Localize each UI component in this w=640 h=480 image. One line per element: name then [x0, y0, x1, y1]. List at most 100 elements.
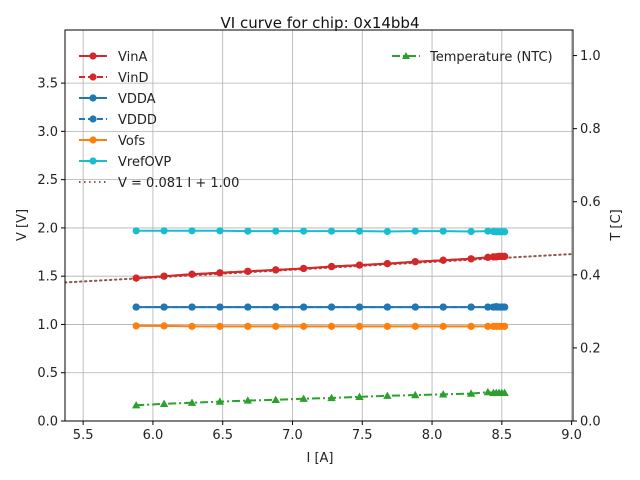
data-point [383, 391, 392, 399]
data-point [467, 255, 475, 263]
data-point [411, 303, 419, 311]
data-point [501, 303, 509, 311]
data-point [187, 398, 197, 406]
data-point [299, 394, 308, 402]
data-point [355, 322, 364, 330]
legend-marker [402, 52, 410, 59]
y-tick-label: 2.5 [37, 173, 58, 188]
data-point [216, 322, 224, 330]
legend-label: V = 0.081 I + 1.00 [118, 176, 239, 191]
y2-axis-label: T [C] [609, 209, 624, 241]
data-point [327, 227, 336, 235]
legend-label: VDDA [118, 92, 156, 107]
y-tick-label: 2.0 [37, 221, 58, 236]
data-point [383, 227, 391, 236]
data-point [383, 260, 391, 268]
data-point [411, 322, 419, 330]
legend-marker [89, 157, 97, 165]
y-tick-label: 1.5 [37, 270, 58, 285]
data-point [327, 322, 336, 330]
data-point [484, 322, 492, 330]
legend-marker [89, 115, 97, 123]
data-point [355, 261, 364, 269]
data-point [439, 227, 447, 235]
series-vind [132, 252, 509, 282]
plot-area [65, 227, 573, 409]
x-axis-label: I [A] [306, 451, 333, 466]
series-layer [65, 227, 573, 409]
x-tick-label: 7.0 [282, 428, 303, 443]
data-point [188, 303, 196, 311]
y-tick-label: 3.5 [37, 77, 58, 92]
x-tick-label: 9.0 [561, 428, 582, 443]
legend-item: VDDD [79, 113, 157, 128]
x-tick-label: 5.5 [73, 428, 94, 443]
data-point [216, 303, 224, 311]
y2-tick-label: 0.8 [580, 122, 601, 137]
data-point [272, 303, 280, 311]
data-point [327, 262, 336, 271]
data-point [272, 322, 280, 330]
data-point [327, 393, 336, 402]
data-point [484, 253, 492, 261]
data-point [272, 266, 280, 274]
plot-frame [64, 29, 574, 422]
data-point [188, 227, 196, 235]
x-tick-label: 6.5 [212, 428, 233, 443]
y-axis-label: V [V] [15, 209, 30, 241]
x-tick-label: 8.5 [491, 428, 512, 443]
data-point [467, 322, 475, 330]
data-point [501, 252, 509, 260]
data-point [160, 303, 168, 311]
data-point [483, 387, 493, 396]
data-point [215, 397, 225, 405]
data-point [467, 227, 475, 236]
data-point [188, 270, 196, 278]
series-vddd [132, 303, 509, 311]
data-point [439, 256, 447, 264]
data-point [411, 258, 419, 266]
legend-marker [89, 94, 97, 102]
data-point [439, 390, 448, 398]
data-point [216, 269, 224, 277]
data-point [355, 303, 364, 311]
y-tick-label: 0.5 [37, 366, 58, 381]
series-temperature-ntc [131, 387, 509, 409]
data-point [300, 322, 308, 330]
data-point [411, 390, 420, 399]
data-point [244, 227, 252, 235]
legend-label: VinD [118, 71, 148, 86]
data-point [300, 264, 308, 273]
legend-label: VDDD [118, 113, 157, 128]
data-point [131, 401, 141, 409]
legend-item: Temperature (NTC) [392, 50, 553, 65]
legend-item: V = 0.081 I + 1.00 [79, 176, 239, 191]
data-point [466, 389, 476, 397]
data-point [500, 388, 509, 397]
y-tick-label: 0.0 [37, 415, 58, 430]
data-point [355, 227, 364, 235]
data-point [216, 227, 224, 235]
data-point [244, 303, 252, 311]
data-point [159, 399, 169, 407]
data-point [439, 303, 447, 311]
legend-item: Vofs [79, 134, 145, 149]
data-point [383, 322, 391, 330]
data-point [484, 303, 492, 311]
data-point [300, 227, 308, 235]
data-point [327, 303, 336, 311]
data-point [132, 274, 140, 282]
legend-label: VinA [118, 50, 147, 65]
data-point [501, 228, 509, 236]
legend-label: Vofs [118, 134, 145, 149]
y2-tick-label: 0.2 [580, 341, 601, 356]
x-tick-label: 7.5 [352, 428, 373, 443]
data-point [411, 227, 419, 235]
legend-item: VinA [79, 50, 147, 65]
legend-marker [89, 52, 97, 60]
data-point [300, 303, 308, 311]
legend-right: Temperature (NTC) [392, 50, 553, 65]
